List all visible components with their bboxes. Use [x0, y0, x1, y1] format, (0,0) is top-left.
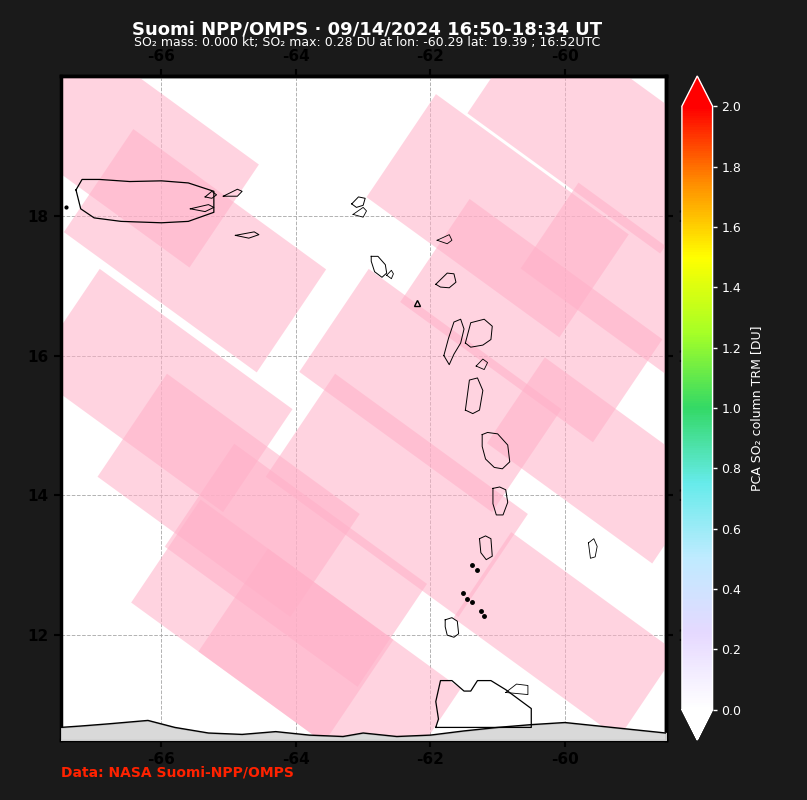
Polygon shape — [487, 358, 710, 563]
Polygon shape — [454, 532, 676, 738]
Polygon shape — [467, 10, 730, 254]
PathPatch shape — [682, 710, 713, 740]
Text: Suomi NPP/OMPS · 09/14/2024 16:50-18:34 UT: Suomi NPP/OMPS · 09/14/2024 16:50-18:34 … — [132, 20, 602, 38]
Text: SO₂ mass: 0.000 kt; SO₂ max: 0.28 DU at lon: -60.29 lat: 19.39 ; 16:52UTC: SO₂ mass: 0.000 kt; SO₂ max: 0.28 DU at … — [134, 36, 600, 49]
Polygon shape — [400, 199, 663, 442]
Polygon shape — [31, 269, 292, 512]
Text: Data: NASA Suomi-NPP/OMPS: Data: NASA Suomi-NPP/OMPS — [61, 766, 294, 780]
Y-axis label: PCA SO₂ column TRM [DU]: PCA SO₂ column TRM [DU] — [750, 326, 763, 490]
Polygon shape — [299, 269, 562, 512]
Polygon shape — [199, 549, 461, 792]
Polygon shape — [266, 374, 528, 617]
PathPatch shape — [682, 76, 713, 106]
Polygon shape — [521, 182, 744, 389]
Polygon shape — [64, 129, 326, 373]
Polygon shape — [0, 24, 259, 267]
Polygon shape — [165, 443, 427, 687]
Polygon shape — [98, 374, 360, 617]
Polygon shape — [366, 94, 629, 338]
Polygon shape — [132, 499, 393, 743]
